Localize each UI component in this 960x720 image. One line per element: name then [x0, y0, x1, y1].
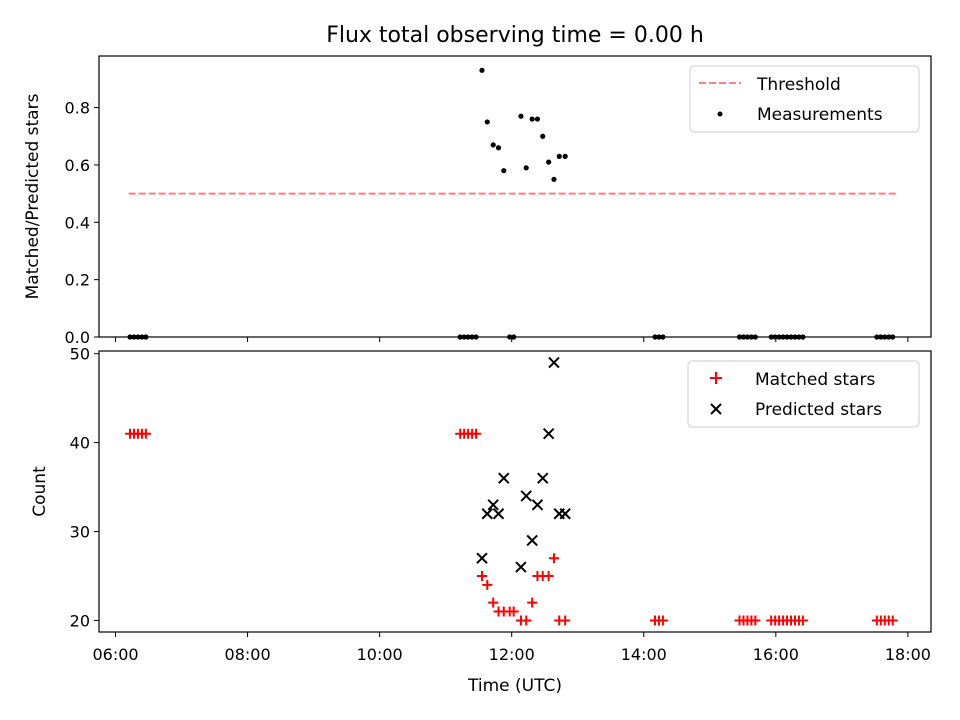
measurement-point — [534, 116, 541, 122]
matched-stars-point — [482, 579, 493, 590]
predicted-stars-point — [548, 356, 560, 369]
bottom-x-tick-label: 18:00 — [885, 645, 931, 664]
top-y-tick-label: 0.0 — [65, 328, 90, 347]
measurement-point — [540, 133, 546, 139]
bottom-x-tick-label: 14:00 — [621, 645, 667, 664]
series-measurements — [127, 67, 896, 340]
matched-stars-point — [521, 615, 532, 626]
matched-stars-point — [508, 606, 519, 617]
measurement-point — [479, 67, 485, 73]
predicted-stars-point — [537, 472, 549, 484]
measurement-point — [518, 113, 524, 119]
matched-stars-point — [548, 553, 559, 564]
measurement-point — [529, 116, 535, 122]
top-y-axis-label: Matched/Predicted stars — [23, 93, 43, 299]
top-x-ticks — [115, 337, 909, 342]
measurement-point — [490, 142, 496, 148]
top-y-tick-label: 0.8 — [65, 99, 90, 118]
matched-stars-point — [750, 615, 761, 626]
legend-predicted-swatch — [710, 403, 722, 415]
bottom-y-tick-label: 50 — [70, 345, 90, 364]
matched-stars-point — [657, 615, 668, 626]
measurement-point — [495, 145, 502, 151]
legend-threshold-label: Threshold — [756, 75, 841, 95]
x-axis-label: Time (UTC) — [467, 676, 562, 696]
matched-stars-point — [476, 570, 487, 581]
matched-stars-point — [887, 615, 898, 626]
bottom-axes-frame — [98, 350, 932, 633]
predicted-stars-point — [515, 561, 527, 573]
matched-stars-point — [560, 615, 571, 626]
matched-stars-point — [543, 570, 554, 581]
bottom-panel: 20 30 40 50 06:00 08:00 10:00 12:00 14:00 16:00 1… — [30, 345, 932, 696]
top-axes-frame — [98, 55, 932, 338]
predicted-stars-point — [487, 499, 499, 511]
bottom-x-ticks: 06:00 08:00 10:00 12:00 14:00 16:00 18:00 — [92, 632, 931, 664]
bottom-y-tick-label: 40 — [70, 434, 90, 453]
series-predicted-stars — [476, 356, 571, 573]
top-legend: Threshold Measurements — [689, 65, 920, 133]
bottom-y-tick-label: 30 — [70, 523, 90, 542]
top-plot-marks — [127, 67, 898, 340]
measurement-point — [501, 168, 507, 174]
bottom-plot-marks — [125, 356, 898, 626]
bottom-y-axis-label: Count — [30, 466, 50, 517]
bottom-x-tick-label: 12:00 — [489, 645, 535, 664]
predicted-stars-point — [492, 508, 505, 520]
bottom-legend-box — [687, 360, 920, 428]
measurement-point — [523, 165, 529, 171]
legend-measurements-label: Measurements — [757, 105, 883, 125]
bottom-x-tick-label: 16:00 — [753, 645, 799, 664]
series-matched-stars — [125, 428, 898, 626]
bottom-x-tick-label: 08:00 — [225, 645, 271, 664]
legend-predicted-label: Predicted stars — [755, 400, 882, 420]
bottom-y-tick-label: 20 — [70, 611, 90, 630]
matched-stars-point — [140, 428, 151, 439]
top-y-tick-label: 0.6 — [65, 156, 90, 175]
predicted-stars-point — [559, 508, 571, 520]
top-y-tick-label: 0.4 — [65, 213, 90, 232]
measurement-point — [484, 119, 490, 125]
bottom-x-tick-label: 10:00 — [357, 645, 403, 664]
measurement-point — [551, 176, 557, 182]
top-y-ticks: 0.0 0.2 0.4 0.6 0.8 — [65, 99, 99, 347]
measurement-point — [556, 153, 562, 159]
bottom-y-ticks: 20 30 40 50 — [70, 345, 99, 630]
predicted-stars-point — [542, 427, 555, 440]
predicted-stars-point — [520, 490, 532, 502]
top-legend-box — [689, 65, 920, 133]
bottom-x-tick-label: 06:00 — [92, 645, 138, 664]
predicted-stars-point — [531, 499, 544, 511]
matched-stars-point — [488, 597, 499, 608]
predicted-stars-point — [481, 508, 493, 520]
predicted-stars-point — [476, 552, 488, 564]
measurement-point — [546, 159, 552, 165]
legend-measurements-swatch — [717, 111, 723, 117]
matched-stars-point — [527, 597, 538, 608]
bottom-legend: Matched stars Predicted stars — [687, 360, 920, 428]
legend-matched-label: Matched stars — [755, 370, 875, 390]
predicted-stars-point — [526, 534, 538, 547]
measurement-point — [562, 153, 568, 159]
top-y-tick-label: 0.2 — [65, 271, 90, 290]
figure-title: Flux total observing time = 0.00 h — [326, 23, 704, 48]
matched-stars-point — [471, 428, 482, 439]
predicted-stars-point — [498, 472, 510, 484]
legend-matched-swatch — [710, 372, 722, 384]
matched-stars-point — [797, 615, 808, 626]
top-panel: 0.00.20.40.60.8 Matched/Predicted stars … — [23, 55, 932, 347]
